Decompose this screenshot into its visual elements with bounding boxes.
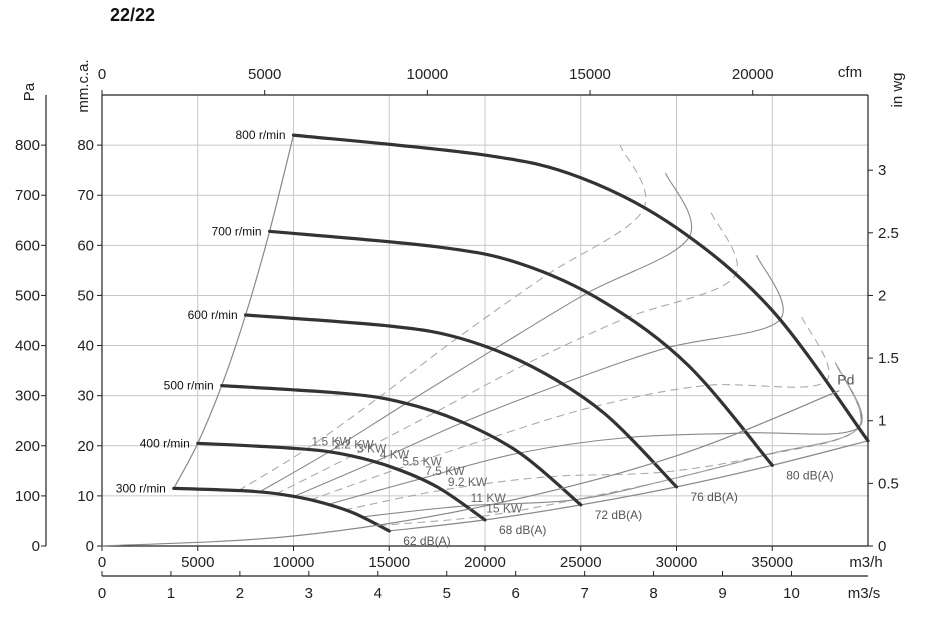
- x-tick-label-m3s: 2: [236, 585, 244, 602]
- noise-label: 80 dB(A): [786, 468, 833, 482]
- x-tick-label-cfm: 0: [98, 66, 106, 83]
- x-tick-label-m3s: 9: [718, 585, 726, 602]
- y-tick-label-inwg: 2: [878, 287, 886, 304]
- y-tick-label-pa: 500: [15, 287, 40, 304]
- x-tick-label-m3h: 5000: [181, 554, 214, 571]
- x-unit-m3s: m3/s: [848, 585, 881, 602]
- speed-label: 800 r/min: [235, 128, 285, 142]
- y-tick-label-pa: 200: [15, 438, 40, 455]
- power-curve: [310, 316, 830, 501]
- x-tick-label-m3s: 6: [512, 585, 520, 602]
- power-curve: [344, 362, 862, 511]
- x-tick-label-cfm: 15000: [569, 66, 611, 83]
- y-tick-label-inwg: 3: [878, 162, 886, 179]
- speed-curve: [268, 229, 774, 467]
- power-label: 2.2 KW: [334, 437, 374, 451]
- y-tick-label-mmca: 10: [77, 488, 94, 505]
- y-tick-label-pa: 0: [32, 538, 40, 555]
- y-tick-label-mmca: 30: [77, 388, 94, 405]
- y-tick-label-mmca: 70: [77, 187, 94, 204]
- pd-label: Pd: [837, 372, 854, 388]
- axes: 0 5000 10000 15000 20000 25000 30000 35000 m3/h0…: [15, 59, 906, 602]
- power-label: 9.2 KW: [448, 475, 488, 489]
- y-unit-mmca: mm.c.a.: [75, 59, 92, 112]
- x-unit-m3h: m3/h: [849, 554, 882, 571]
- y-tick-label-pa: 400: [15, 338, 40, 355]
- x-tick-label-m3s: 3: [305, 585, 313, 602]
- y-unit-pa: Pa: [21, 82, 38, 101]
- power-label: 7.5 KW: [425, 464, 465, 478]
- x-tick-label-m3h: 0: [98, 554, 106, 571]
- speed-label: 400 r/min: [140, 436, 190, 450]
- x-tick-label-cfm: 5000: [248, 66, 281, 83]
- y-tick-label-pa: 100: [15, 488, 40, 505]
- noise-label: 72 dB(A): [595, 508, 642, 522]
- x-tick-label-m3h: 15000: [368, 554, 410, 571]
- noise-label: 76 dB(A): [691, 490, 738, 504]
- y-tick-label-mmca: 50: [77, 287, 94, 304]
- x-tick-label-cfm: 20000: [732, 66, 774, 83]
- power-label: 4 KW: [380, 447, 410, 461]
- speed-curves: [172, 133, 870, 533]
- y-tick-label-mmca: 0: [86, 538, 94, 555]
- speed-curve: [172, 486, 391, 533]
- y-tick-label-pa: 800: [15, 137, 40, 154]
- y-tick-label-mmca: 60: [77, 237, 94, 254]
- speed-curve: [220, 384, 583, 507]
- x-tick-label-cfm: 10000: [407, 66, 449, 83]
- y-tick-label-mmca: 80: [77, 137, 94, 154]
- power-label: 1.5 KW: [311, 435, 351, 449]
- x-tick-label-m3h: 20000: [464, 554, 506, 571]
- x-tick-label-m3s: 10: [783, 585, 800, 602]
- speed-curve: [196, 441, 487, 522]
- noise-label: 62 dB(A): [403, 534, 450, 548]
- pd-curve-line: [101, 390, 840, 547]
- x-unit-cfm: cfm: [838, 64, 862, 81]
- x-tick-label-m3s: 5: [443, 585, 451, 602]
- chart-title: 22/22: [110, 5, 156, 25]
- power-curve: [327, 362, 863, 506]
- speed-curve: [244, 313, 679, 489]
- pd-curve: [101, 390, 840, 547]
- speed-curve: [291, 133, 870, 443]
- speed-label: 700 r/min: [212, 224, 262, 238]
- envelope-bottom: [389, 440, 869, 532]
- y-tick-label-inwg: 1.5: [878, 350, 899, 367]
- power-label: 11 KW: [471, 491, 507, 505]
- y-tick-label-inwg: 0.5: [878, 475, 899, 492]
- y-tick-label-pa: 600: [15, 237, 40, 254]
- x-tick-label-m3s: 1: [167, 585, 175, 602]
- power-label: 15 KW: [486, 502, 523, 516]
- y-tick-label-inwg: 0: [878, 538, 886, 555]
- speed-label: 600 r/min: [188, 308, 238, 322]
- speed-label: 500 r/min: [164, 379, 214, 393]
- y-tick-label-mmca: 20: [77, 438, 94, 455]
- x-tick-label-m3s: 8: [649, 585, 657, 602]
- y-tick-label-inwg: 2.5: [878, 225, 899, 242]
- curve-labels: 1.5 KW2.2 KW3 KW4 KW5.5 KW7.5 KW9.2 KW 11…: [116, 128, 855, 548]
- power-label: 3 KW: [357, 441, 387, 455]
- x-tick-label-m3h: 25000: [560, 554, 602, 571]
- y-tick-label-pa: 300: [15, 388, 40, 405]
- y-tick-label-inwg: 1: [878, 413, 886, 430]
- y-unit-inwg: in wg: [889, 72, 906, 107]
- y-tick-label-pa: 700: [15, 187, 40, 204]
- x-tick-label-m3h: 30000: [656, 554, 698, 571]
- x-tick-label-m3s: 4: [374, 585, 382, 602]
- power-curves: [238, 144, 863, 527]
- power-curve: [361, 362, 862, 518]
- x-tick-label-m3s: 7: [580, 585, 588, 602]
- y-tick-label-mmca: 40: [77, 338, 94, 355]
- x-tick-label-m3h: 35000: [751, 554, 793, 571]
- power-label: 5.5 KW: [402, 454, 442, 468]
- x-tick-label-m3s: 0: [98, 585, 106, 602]
- speed-label: 300 r/min: [116, 481, 166, 495]
- noise-label: 68 dB(A): [499, 523, 546, 537]
- x-tick-label-m3h: 10000: [273, 554, 315, 571]
